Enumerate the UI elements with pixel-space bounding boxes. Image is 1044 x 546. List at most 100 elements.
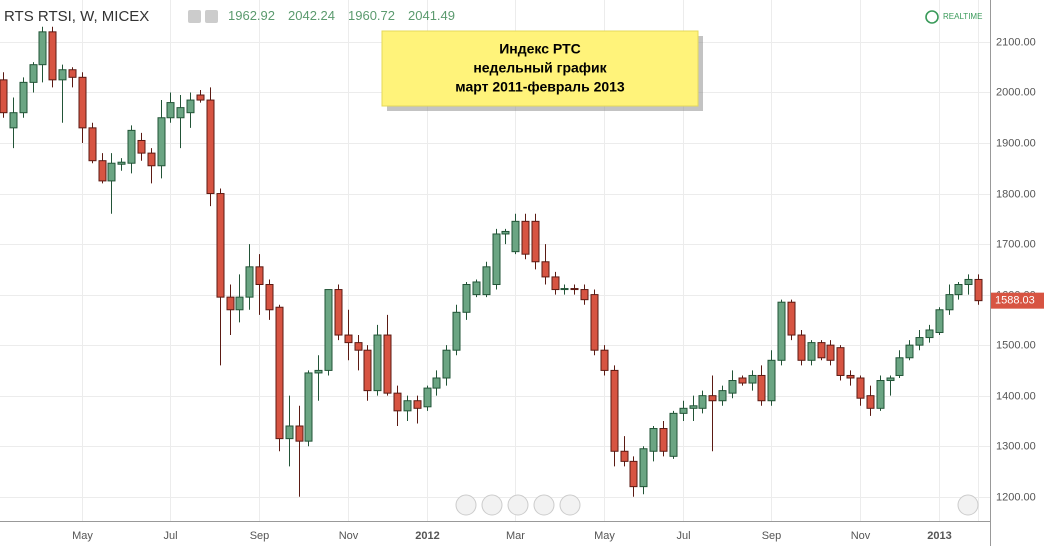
candle-body — [216, 193, 225, 298]
candle-body — [590, 294, 599, 351]
zoom-out[interactable] — [481, 494, 503, 516]
x-tick-label: 2012 — [415, 530, 439, 542]
candle-body — [895, 357, 904, 376]
candle-body — [748, 374, 757, 384]
candle-body — [186, 99, 195, 114]
candle-body — [629, 460, 638, 488]
symbol: RTS RTSI, W, MICEX — [4, 8, 149, 25]
candle-body — [363, 349, 372, 392]
header-value: 2041.49 — [408, 8, 455, 23]
candle-body — [452, 311, 461, 351]
candle-body — [373, 334, 382, 392]
header: RTS RTSI, W, MICEX 1962.92 2042.24 1960.72… — [4, 8, 455, 25]
candle-body — [403, 400, 412, 412]
candle-body — [856, 377, 865, 399]
candle-body — [708, 395, 717, 402]
x-tick-label: Sep — [250, 530, 270, 542]
last-price-label: 1588.03 — [995, 295, 1035, 307]
candle-body — [285, 425, 294, 440]
annotation-box — [381, 30, 699, 107]
scroll-right[interactable] — [559, 494, 581, 516]
annotation: март 2011-февраль 2013 — [455, 79, 625, 95]
candle-body — [551, 276, 560, 291]
candle-body — [393, 392, 402, 412]
zoom-in[interactable] — [533, 494, 555, 516]
candle-body — [98, 160, 107, 182]
candle-body — [767, 359, 776, 402]
candle-body — [797, 334, 806, 361]
y-tick-label: 1400.00 — [996, 390, 1036, 402]
candle-body — [600, 349, 609, 371]
candle-body — [29, 64, 38, 83]
candle-body — [570, 288, 579, 291]
annotation: Индекс РТС — [499, 41, 581, 57]
candle-body — [344, 334, 353, 344]
candle-body — [689, 405, 698, 409]
candle-body — [866, 395, 875, 409]
candle-body — [738, 377, 747, 384]
candle-body — [620, 450, 629, 462]
reset[interactable] — [507, 494, 529, 516]
candle-body — [945, 294, 954, 311]
y-tick-label: 1900.00 — [996, 137, 1036, 149]
candle-body — [935, 309, 944, 334]
header-value: 1962.92 — [228, 8, 275, 23]
candle-body — [275, 306, 284, 440]
candle-body — [925, 329, 934, 339]
y-tick-label: 2100.00 — [996, 36, 1036, 48]
icon[interactable] — [205, 10, 218, 23]
candle-body — [127, 129, 136, 164]
candle-body — [807, 342, 816, 361]
candle-body — [58, 69, 67, 81]
candle-body — [501, 230, 510, 235]
candle-body — [48, 31, 57, 81]
candle-body — [196, 94, 205, 101]
candle-body — [304, 372, 313, 442]
candle-body — [226, 296, 235, 311]
candle-body — [334, 289, 343, 336]
go-to-end[interactable] — [957, 494, 979, 516]
x-tick-label: 2013 — [927, 530, 951, 542]
candle-body — [78, 76, 87, 129]
candle-body — [255, 266, 264, 286]
x-tick-label: May — [72, 530, 93, 542]
candle-body — [314, 369, 323, 374]
candle-body — [88, 127, 97, 162]
candle-body — [9, 112, 18, 129]
candle-body — [610, 369, 619, 452]
last-price-box — [991, 292, 1044, 309]
candle-body — [235, 296, 244, 311]
candle-body — [107, 162, 116, 182]
candle-body — [245, 266, 254, 298]
header-value: 2042.24 — [288, 8, 335, 23]
y-tick-label: 1300.00 — [996, 440, 1036, 452]
candle-body — [206, 99, 215, 195]
candle-body — [432, 377, 441, 389]
candle-body — [157, 117, 166, 167]
candle-body — [787, 301, 796, 336]
x-tick-label: Jul — [163, 530, 177, 542]
realtime-icon — [925, 10, 939, 24]
candle-body — [718, 390, 727, 402]
y-tick-label: 2000.00 — [996, 86, 1036, 98]
candle-body — [462, 284, 471, 313]
icon[interactable] — [188, 10, 201, 23]
y-tick-label: 1200.00 — [996, 491, 1036, 503]
scroll-left[interactable] — [455, 494, 477, 516]
realtime-label: REALTIME — [943, 12, 982, 21]
annotation: недельный график — [473, 60, 607, 76]
candle-body — [521, 220, 530, 255]
x-tick-label: Jul — [676, 530, 690, 542]
candle-body — [482, 266, 491, 296]
candle-body — [876, 380, 885, 409]
candle-body — [954, 284, 963, 296]
candle-body — [147, 152, 156, 167]
candle-body — [531, 220, 540, 263]
candle-body — [659, 428, 668, 452]
candle-body — [472, 281, 481, 296]
y-tick-label: 1500.00 — [996, 339, 1036, 351]
candle-body — [679, 407, 688, 414]
y-tick-label: 1800.00 — [996, 188, 1036, 200]
x-tick-label: Nov — [851, 530, 871, 542]
